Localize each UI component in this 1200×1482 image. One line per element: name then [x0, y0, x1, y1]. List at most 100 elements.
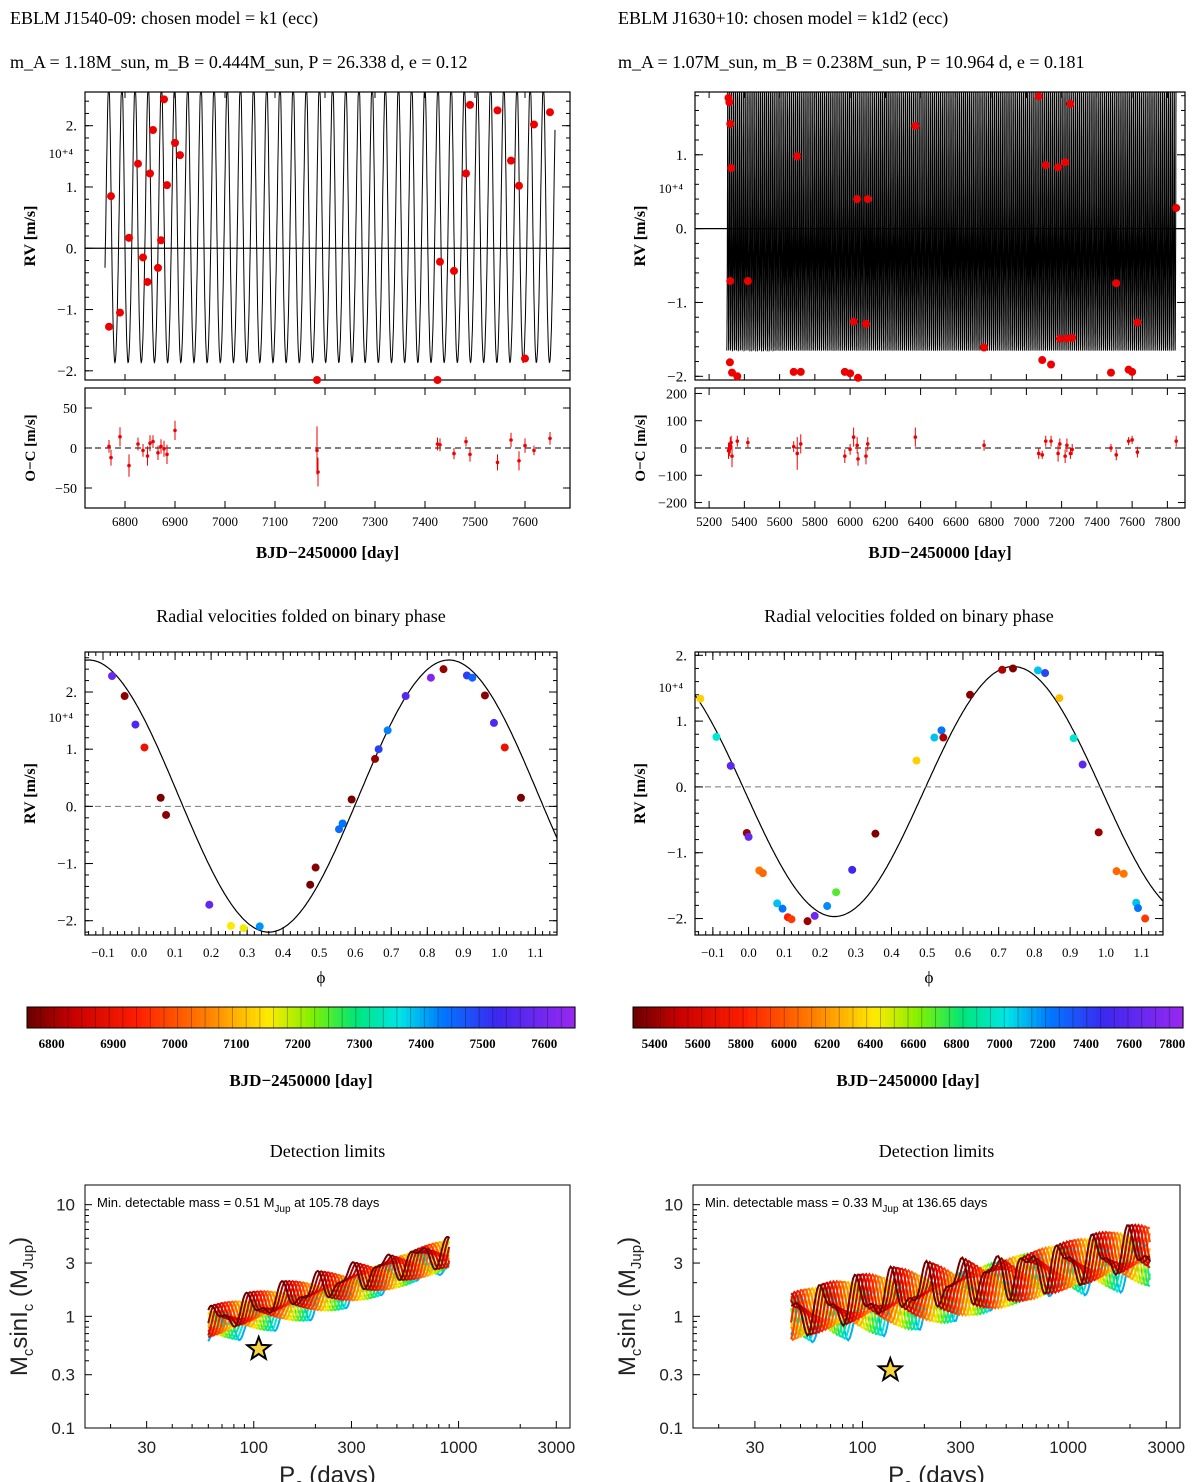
colorbar-segment: [246, 1007, 252, 1028]
rv-point: [980, 343, 989, 352]
colorbar-segment: [346, 1007, 352, 1028]
resid-y-tick-label: −100: [658, 469, 687, 484]
y-label-part: Jup: [20, 1245, 37, 1269]
resid-point: [735, 439, 740, 443]
colorbar-segment: [447, 1007, 453, 1028]
resid-point: [151, 439, 155, 444]
phase-point: [930, 733, 939, 742]
resid-point: [118, 435, 122, 439]
colorbar-tick-label: 7400: [408, 1036, 434, 1051]
colorbar-segment: [68, 1007, 74, 1028]
colorbar-segment: [1027, 1007, 1033, 1028]
colorbar-segment: [788, 1007, 795, 1028]
rv-point: [116, 308, 124, 317]
rv-point: [313, 376, 321, 384]
phase-point: [1069, 734, 1078, 743]
resid-y-axis-label: O−C [m/s]: [23, 414, 39, 481]
phase-point: [480, 691, 489, 700]
rv-point: [1128, 367, 1137, 376]
colorbar-segment: [889, 1007, 895, 1028]
colorbar-segment: [637, 1007, 643, 1028]
y-label-part: M: [6, 1356, 33, 1376]
colorbar-segment: [492, 1007, 498, 1028]
x-tick-label: 0.1: [776, 945, 792, 960]
colorbar-segment: [848, 1007, 854, 1028]
colorbar-segment: [182, 1007, 188, 1028]
x-tick-label: 300: [946, 1438, 974, 1457]
annotation-tail: at 105.78 days: [291, 1195, 380, 1210]
rv-point: [515, 181, 523, 190]
colorbar-segment: [501, 1007, 508, 1028]
colorbar-segment: [1036, 1007, 1042, 1028]
x-tick-label: 0.0: [740, 945, 756, 960]
colorbar-tick-label: 7000: [987, 1036, 1013, 1051]
exponent-label: 10⁺⁴: [659, 181, 684, 196]
phase_left-group: Radial velocities folded on binary phase…: [22, 606, 576, 1090]
resid-point: [1068, 451, 1073, 456]
phase-point: [401, 692, 410, 701]
phase-point: [1008, 664, 1017, 673]
colorbar-segment: [524, 1007, 530, 1028]
rv-point: [725, 358, 734, 367]
colorbar-segment: [885, 1007, 891, 1028]
rv-point: [521, 354, 529, 363]
y-tick-label: 1.: [66, 742, 77, 758]
phase-point: [832, 888, 841, 897]
resid-point: [495, 460, 500, 465]
detection-limit-curve: [790, 1223, 1151, 1335]
x-tick-label: 3000: [537, 1438, 575, 1457]
rv-point: [436, 257, 444, 266]
colorbar-segment: [857, 1007, 863, 1028]
colorbar-segment: [912, 1007, 918, 1028]
phase-point: [383, 726, 392, 735]
rv-point: [171, 138, 179, 147]
colorbar-segment: [692, 1007, 698, 1028]
rv-point: [160, 95, 168, 104]
y-label-part: c: [20, 1303, 37, 1311]
phase-point: [500, 743, 509, 752]
colorbar-segment: [875, 1007, 882, 1028]
colorbar-segment: [209, 1007, 215, 1028]
y-label-part: c: [20, 1348, 37, 1356]
colorbar-segment: [424, 1007, 430, 1028]
colorbar-segment: [1137, 1007, 1143, 1028]
y-tick-label: −1.: [667, 846, 687, 862]
colorbar-segment: [506, 1007, 512, 1028]
y-axis-label: RV [m/s]: [22, 206, 39, 267]
y-tick-label: 0.1: [51, 1419, 75, 1438]
colorbar-segment: [655, 1007, 662, 1028]
resid-point: [848, 447, 852, 452]
colorbar-segment: [319, 1007, 325, 1028]
colorbar-segment: [1022, 1007, 1028, 1028]
phase-point: [439, 665, 448, 674]
resid-point: [1135, 450, 1140, 454]
colorbar-segment: [729, 1007, 735, 1028]
y-axis-label: McsinIc (MJup): [614, 1237, 645, 1376]
rv-point: [853, 195, 862, 204]
rv-point: [143, 277, 152, 286]
colorbar-segment: [483, 1007, 489, 1028]
colorbar-segment: [529, 1007, 535, 1028]
phase-point: [205, 900, 214, 909]
colorbar-segment: [469, 1007, 476, 1028]
rv-point: [1133, 318, 1142, 327]
phase-point: [773, 899, 782, 908]
x-tick-label: 30: [137, 1438, 156, 1457]
annotation-text: Min. detectable mass = 0.33 M: [705, 1195, 882, 1210]
colorbar-segment: [843, 1007, 850, 1028]
exponent-label: 10⁺⁴: [49, 146, 74, 161]
resid-point: [517, 459, 521, 463]
colorbar-segment: [460, 1007, 466, 1028]
resid-x-tick-label: 5600: [767, 514, 793, 529]
resid-x-tick-label: 6800: [978, 514, 1004, 529]
x-tick-label: −0.1: [701, 945, 725, 960]
x-axis-label: BJD−2450000 [day]: [256, 543, 399, 562]
colorbar-segment: [438, 1007, 444, 1028]
rv-point: [846, 369, 855, 378]
rv-point: [149, 125, 157, 134]
colorbar-segment: [688, 1007, 694, 1028]
colorbar-segment: [898, 1007, 905, 1028]
colorbar-segment: [77, 1007, 83, 1028]
resid-x-tick-label: 7600: [512, 514, 538, 529]
colorbar-segment: [237, 1007, 243, 1028]
